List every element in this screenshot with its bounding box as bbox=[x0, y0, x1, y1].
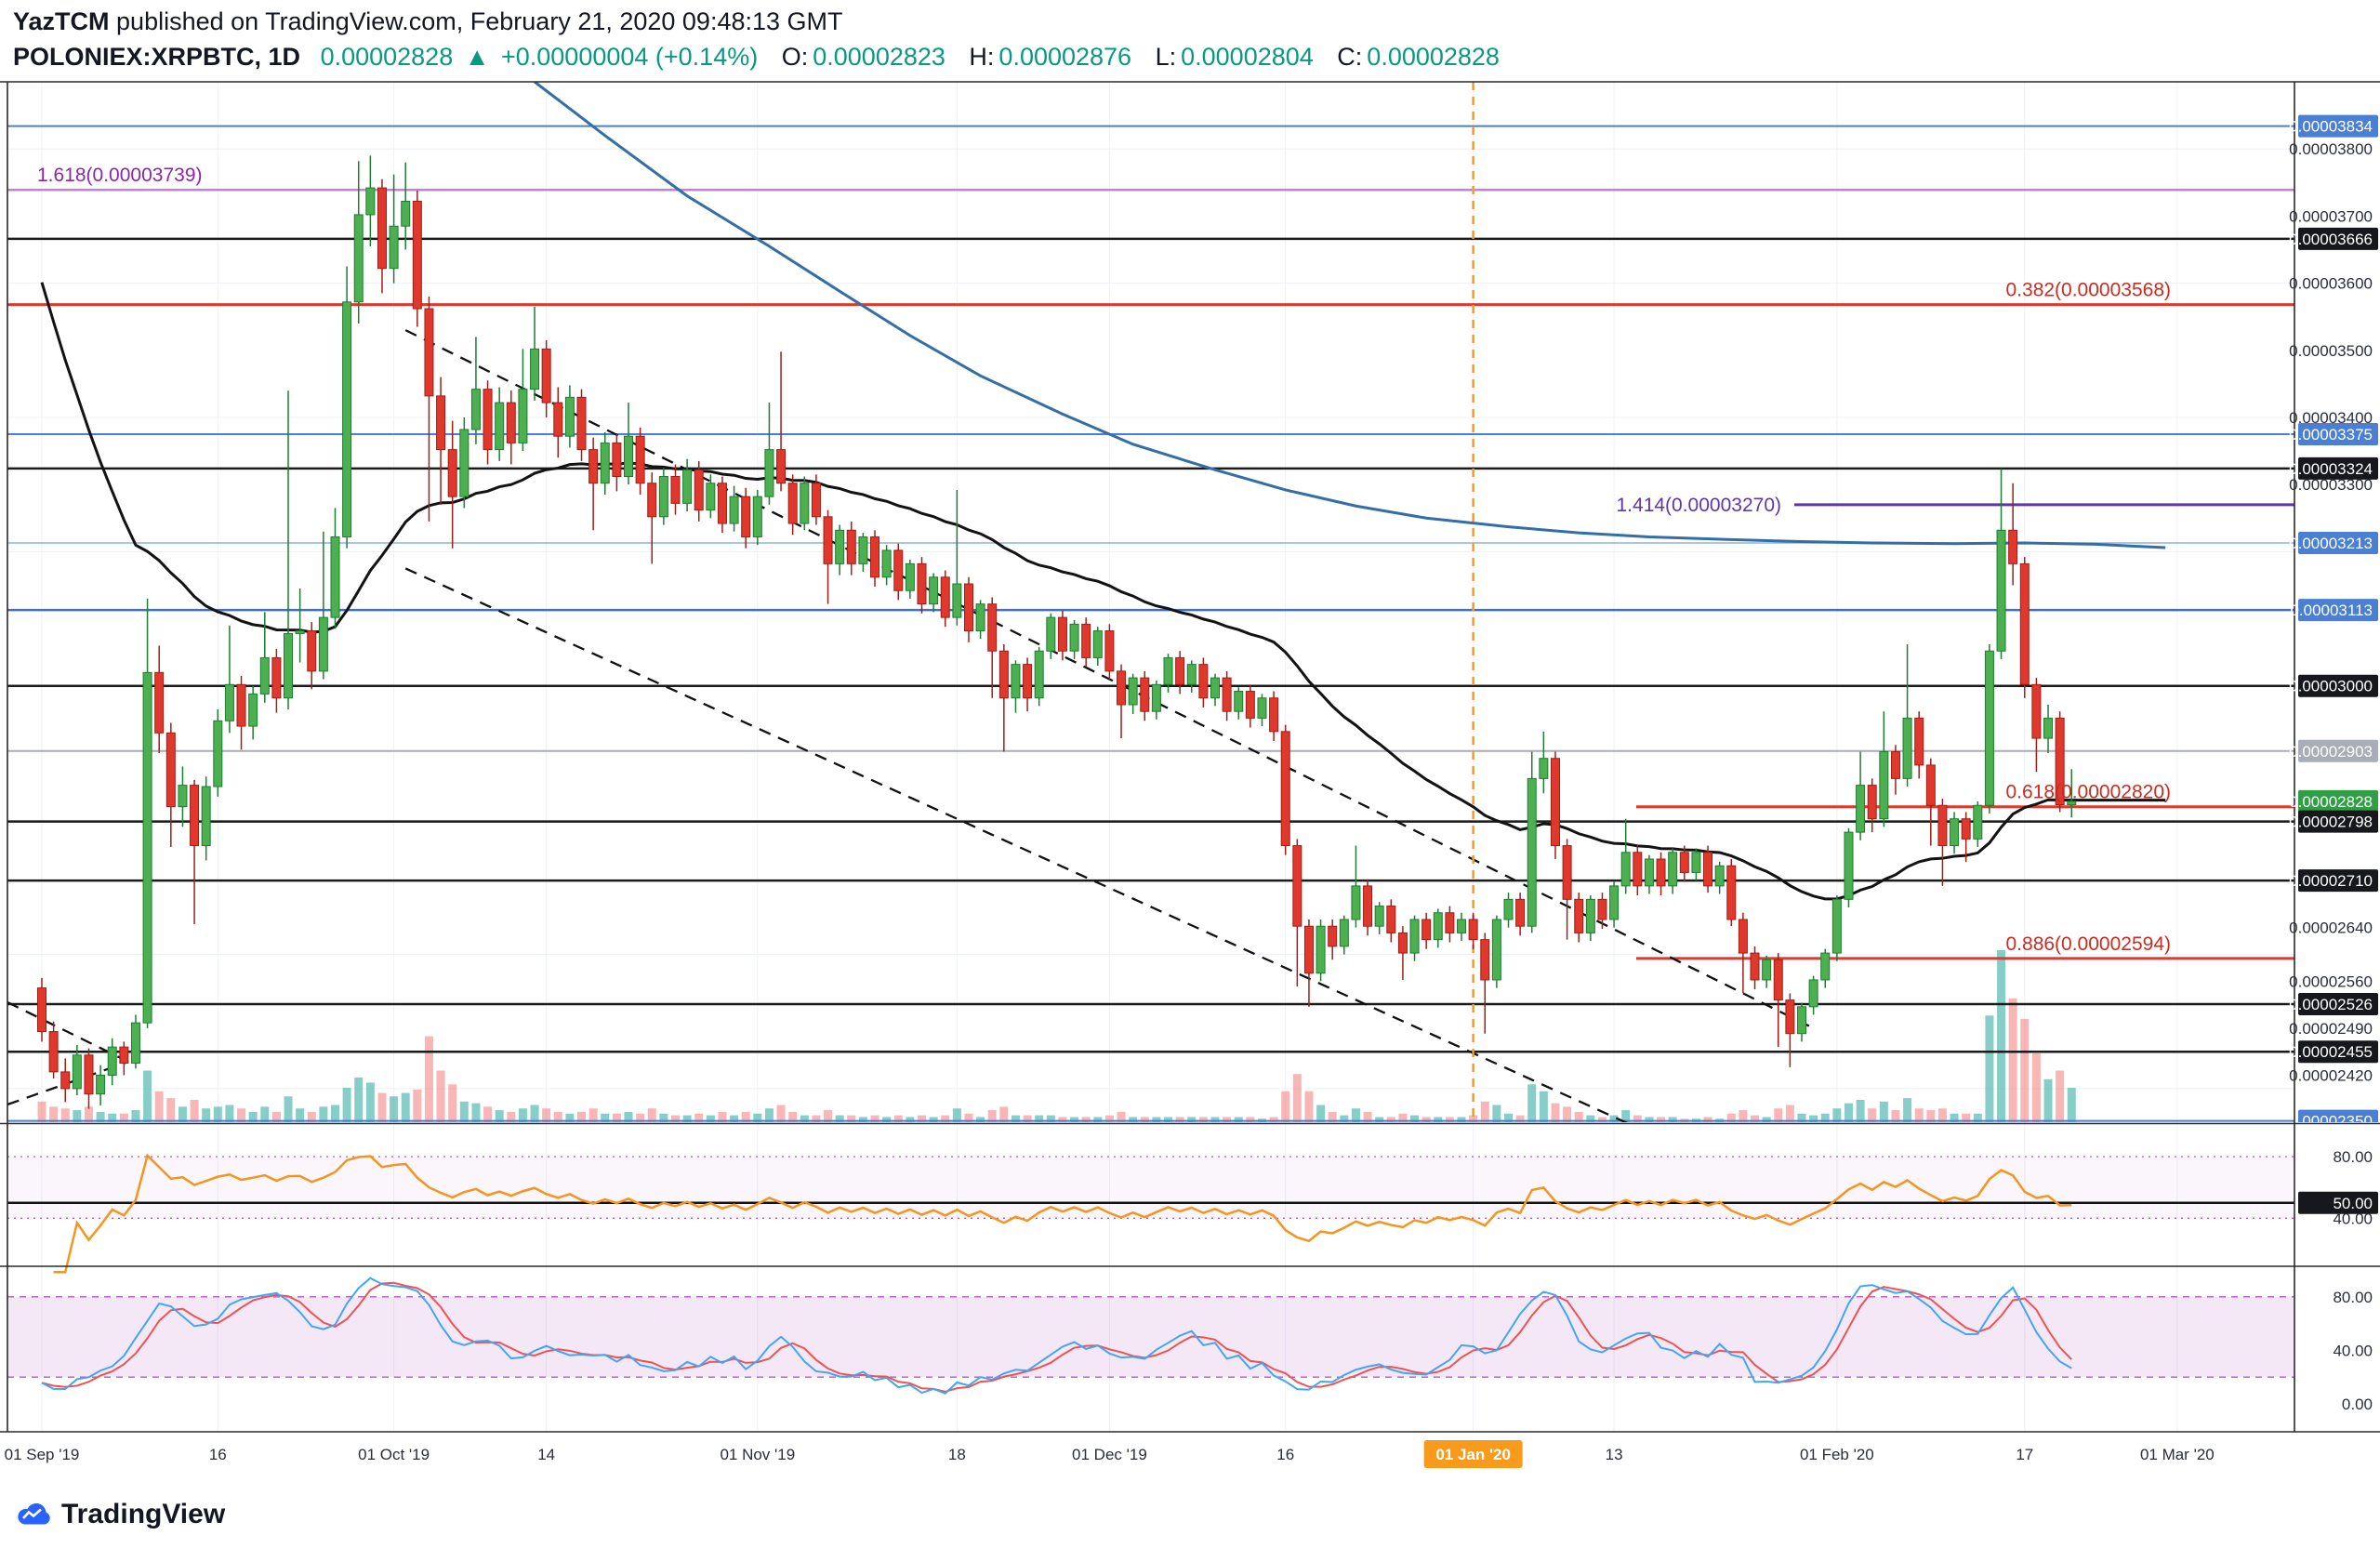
time-axis[interactable]: 01 Sep '19 16 01 Oct '19 14 01 Nov '19 18 01 D… bbox=[5, 1440, 2215, 1468]
ma-fast-line bbox=[40, 282, 2166, 901]
stoch-scale-label: 40.00 bbox=[2333, 1342, 2373, 1359]
date-highlight-badge bbox=[1423, 1440, 1523, 1468]
up-arrow-icon: ▲ bbox=[464, 43, 490, 71]
stoch-d-line bbox=[41, 1281, 2072, 1393]
time-tick-label: 18 bbox=[948, 1446, 966, 1463]
gridlines bbox=[7, 82, 2294, 1432]
price-level-badge-label: 0.00002350 bbox=[2289, 1113, 2373, 1131]
byline-text: published on TradingView.com, February 2… bbox=[109, 7, 843, 35]
time-tick-label: 16 bbox=[1276, 1446, 1294, 1463]
price-level-badge bbox=[2298, 739, 2378, 762]
close-label: C: bbox=[1337, 43, 1363, 71]
price-level-badge bbox=[2298, 992, 2378, 1015]
price-level-badge-label: 0.00002798 bbox=[2289, 814, 2373, 831]
symbol-name[interactable]: POLONIEX:XRPBTC, 1D bbox=[13, 43, 301, 71]
price-level-badge-label: 0.00003834 bbox=[2289, 118, 2373, 136]
tradingview-cloud-icon bbox=[18, 1502, 50, 1525]
tradingview-wordmark: TradingView bbox=[61, 1499, 226, 1529]
ma-slow-line bbox=[534, 82, 2166, 549]
price-level-badge-label: 0.00003000 bbox=[2289, 678, 2373, 695]
price-level-badge bbox=[2298, 531, 2378, 554]
high-label: H: bbox=[969, 43, 995, 71]
price-change: +0.00000004 (+0.14%) bbox=[500, 43, 759, 71]
time-tick-label: 01 Oct '19 bbox=[358, 1446, 430, 1463]
price-level-badge-label: 0.00002828 bbox=[2289, 793, 2373, 811]
price-level-badge-label: 0.00003666 bbox=[2289, 231, 2373, 248]
price-level-badge-label: 0.00002903 bbox=[2289, 743, 2373, 761]
last-price: 0.00002828 bbox=[320, 43, 454, 71]
fib-label: 1.618(0.00003739) bbox=[37, 165, 203, 186]
price-level-badge bbox=[2298, 1109, 2378, 1122]
time-tick-label: 01 Dec '19 bbox=[1072, 1446, 1147, 1463]
price-tick-label: 0.00002640 bbox=[2289, 920, 2373, 937]
candles bbox=[37, 155, 2077, 1109]
price-level-badge-label: 0.00003324 bbox=[2289, 460, 2373, 478]
price-level-badge bbox=[2298, 456, 2378, 480]
time-tick-label: 01 Nov '19 bbox=[720, 1446, 795, 1463]
rsi-scale-label: 80.00 bbox=[2333, 1148, 2373, 1166]
price-level-badge bbox=[2298, 423, 2378, 446]
low-label: L: bbox=[1155, 43, 1177, 71]
stoch-band bbox=[7, 1296, 2294, 1378]
stoch-k-line bbox=[41, 1277, 2072, 1395]
price-tick-label: 0.00002560 bbox=[2289, 972, 2373, 990]
time-tick-label: 01 Jan '20 bbox=[1435, 1446, 1511, 1463]
price-level-badge bbox=[2298, 789, 2378, 813]
rsi-band bbox=[7, 1157, 2294, 1219]
fib-label: 0.618(0.00002820) bbox=[2006, 782, 2172, 803]
price-level-badge-label: 0.00002455 bbox=[2289, 1043, 2373, 1061]
price-tick-label: 0.00003300 bbox=[2289, 476, 2373, 494]
fib-label: 1.414(0.00003270) bbox=[1617, 495, 1782, 516]
price-tick-label: 0.00003400 bbox=[2289, 409, 2373, 427]
price-level-badge bbox=[2298, 674, 2378, 697]
rsi-scale-badge: 50.00 bbox=[2333, 1195, 2373, 1212]
price-level-badge bbox=[2298, 114, 2378, 138]
price-level-badge-label: 0.00002710 bbox=[2289, 872, 2373, 890]
volume-bars bbox=[37, 950, 2076, 1122]
low-value: 0.00002804 bbox=[1181, 43, 1314, 71]
open-value: 0.00002823 bbox=[813, 43, 945, 71]
price-tick-label: 0.00002490 bbox=[2289, 1020, 2373, 1038]
rsi-line bbox=[53, 1153, 2072, 1274]
price-tick-label: 0.00003700 bbox=[2289, 207, 2373, 225]
high-value: 0.00002876 bbox=[998, 43, 1132, 71]
price-level-badge bbox=[2298, 869, 2378, 893]
price-tick-label: 0.00002420 bbox=[2289, 1066, 2373, 1084]
close-value: 0.00002828 bbox=[1367, 43, 1500, 71]
fib-label: 0.382(0.00003568) bbox=[2006, 280, 2172, 301]
price-level-badge-label: 0.00003213 bbox=[2289, 535, 2373, 552]
horizontal-levels[interactable] bbox=[7, 125, 2294, 1122]
time-tick-label: 01 Mar '20 bbox=[2140, 1446, 2215, 1463]
time-tick-label: 14 bbox=[537, 1446, 555, 1463]
price-tick-label: 0.00003600 bbox=[2289, 275, 2373, 293]
open-label: O: bbox=[781, 43, 809, 71]
author-name: YazTCM bbox=[13, 7, 110, 35]
symbol-info-bar: POLONIEX:XRPBTC, 1D 0.00002828 ▲ +0.0000… bbox=[13, 43, 1500, 72]
price-tick-label: 0.00003800 bbox=[2289, 140, 2373, 158]
price-level-badge-label: 0.00002526 bbox=[2289, 996, 2373, 1013]
price-level-badge bbox=[2298, 810, 2378, 833]
tradingview-logo[interactable]: TradingView bbox=[15, 1499, 225, 1530]
price-level-badge bbox=[2298, 1040, 2378, 1064]
price-level-badge-label: 0.00003113 bbox=[2290, 602, 2373, 619]
price-level-badge-label: 0.00003375 bbox=[2289, 426, 2373, 443]
trendlines[interactable] bbox=[7, 329, 1815, 1149]
time-tick-label: 01 Sep '19 bbox=[5, 1446, 80, 1463]
price-scale[interactable]: 0.00003834 0.00003800 0.00003700 0.00003666… bbox=[2289, 114, 2378, 1413]
price-level-badge bbox=[2298, 599, 2378, 622]
price-level-badge bbox=[2298, 227, 2378, 250]
rsi-scale-label: 40.00 bbox=[2333, 1210, 2373, 1227]
price-tick-label: 0.00003500 bbox=[2289, 342, 2373, 360]
time-tick-label: 17 bbox=[2016, 1446, 2033, 1463]
time-tick-label: 13 bbox=[1606, 1446, 1623, 1463]
stoch-scale-label: 80.00 bbox=[2333, 1289, 2373, 1306]
time-tick-label: 01 Feb '20 bbox=[1800, 1446, 1874, 1463]
time-tick-label: 16 bbox=[209, 1446, 227, 1463]
stoch-scale-label: 0.00 bbox=[2342, 1396, 2373, 1413]
byline: YazTCM published on TradingView.com, Feb… bbox=[13, 7, 843, 36]
fib-label: 0.886(0.00002594) bbox=[2006, 933, 2172, 955]
